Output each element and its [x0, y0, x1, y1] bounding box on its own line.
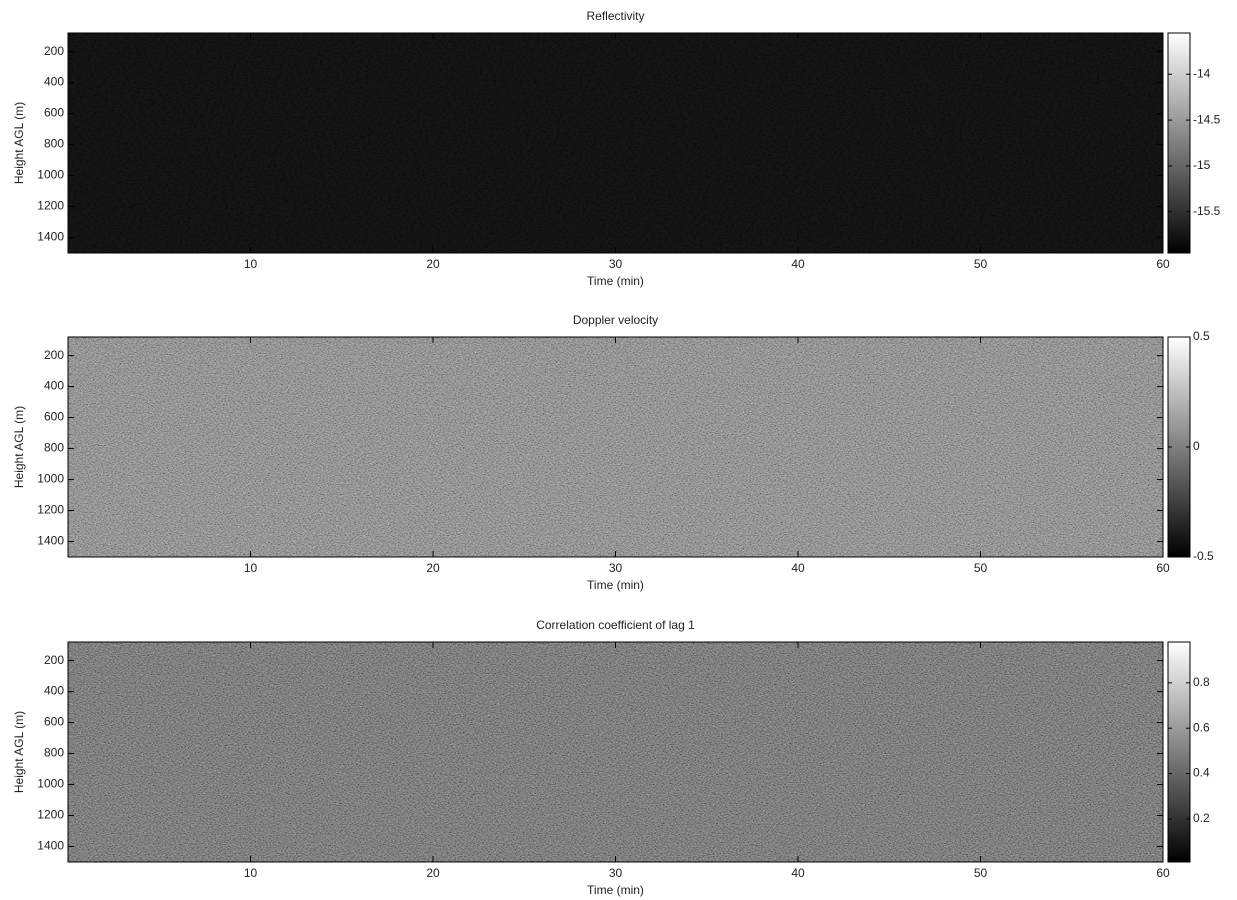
x-tick-label: 10 — [244, 257, 258, 271]
x-tick-label: 30 — [609, 257, 623, 271]
colorbar-tick-label: 0.8 — [1193, 675, 1210, 689]
y-tick-label: 400 — [44, 684, 64, 698]
x-tick-label: 60 — [1156, 866, 1170, 880]
x-tick-label: 40 — [791, 561, 805, 575]
y-tick-label: 1000 — [37, 472, 64, 486]
colorbar-tick-label: 0 — [1193, 439, 1200, 453]
colorbar — [1167, 641, 1191, 863]
colorbar-tick-label: 0.6 — [1193, 720, 1210, 734]
panel-title: Reflectivity — [586, 9, 644, 23]
y-tick-label: 200 — [44, 348, 64, 362]
panel-title: Correlation coefficient of lag 1 — [536, 618, 695, 632]
x-axis-label: Time (min) — [587, 274, 644, 288]
y-axis-label: Height AGL (m) — [12, 406, 26, 488]
y-tick-label: 1200 — [37, 503, 64, 517]
y-tick-label: 400 — [44, 75, 64, 89]
colorbar-tick-label: 0.4 — [1193, 766, 1210, 780]
colorbar-tick-label: -0.5 — [1193, 549, 1214, 563]
x-tick-label: 60 — [1156, 257, 1170, 271]
x-tick-label: 40 — [791, 257, 805, 271]
y-axis-label: Height AGL (m) — [12, 102, 26, 184]
y-tick-label: 800 — [44, 441, 64, 455]
x-tick-label: 10 — [244, 866, 258, 880]
y-tick-label: 600 — [44, 715, 64, 729]
panel-title: Doppler velocity — [573, 313, 658, 327]
y-tick-label: 1200 — [37, 199, 64, 213]
heatmap-texture — [68, 337, 1163, 557]
y-tick-label: 1400 — [37, 230, 64, 244]
y-tick-label: 800 — [44, 746, 64, 760]
y-tick-label: 1400 — [37, 839, 64, 853]
y-tick-label: 1200 — [37, 808, 64, 822]
y-tick-label: 200 — [44, 653, 64, 667]
x-tick-label: 40 — [791, 866, 805, 880]
y-tick-label: 800 — [44, 137, 64, 151]
heatmap-texture — [68, 33, 1163, 253]
x-tick-label: 20 — [426, 257, 440, 271]
colorbar — [1167, 32, 1191, 254]
y-tick-label: 200 — [44, 44, 64, 58]
x-tick-label: 50 — [974, 866, 988, 880]
colorbar-tick-label: 0.5 — [1193, 329, 1210, 343]
y-tick-label: 400 — [44, 379, 64, 393]
x-tick-label: 30 — [609, 866, 623, 880]
y-tick-label: 1000 — [37, 168, 64, 182]
x-tick-label: 10 — [244, 561, 258, 575]
y-tick-label: 1000 — [37, 777, 64, 791]
colorbar-tick-label: -15.5 — [1193, 204, 1221, 218]
x-tick-label: 50 — [974, 561, 988, 575]
x-axis-label: Time (min) — [587, 578, 644, 592]
y-axis-label: Height AGL (m) — [12, 711, 26, 793]
x-tick-label: 20 — [426, 866, 440, 880]
colorbar-tick-label: -15 — [1193, 158, 1211, 172]
colorbar-tick-label: -14 — [1193, 66, 1211, 80]
y-tick-label: 1400 — [37, 534, 64, 548]
y-tick-label: 600 — [44, 410, 64, 424]
colorbar-tick-label: -14.5 — [1193, 112, 1221, 126]
x-tick-label: 60 — [1156, 561, 1170, 575]
x-tick-label: 30 — [609, 561, 623, 575]
heatmap-texture — [68, 642, 1163, 862]
x-tick-label: 50 — [974, 257, 988, 271]
x-tick-label: 20 — [426, 561, 440, 575]
y-tick-label: 600 — [44, 106, 64, 120]
colorbar-tick-label: 0.2 — [1193, 811, 1210, 825]
x-axis-label: Time (min) — [587, 883, 644, 897]
